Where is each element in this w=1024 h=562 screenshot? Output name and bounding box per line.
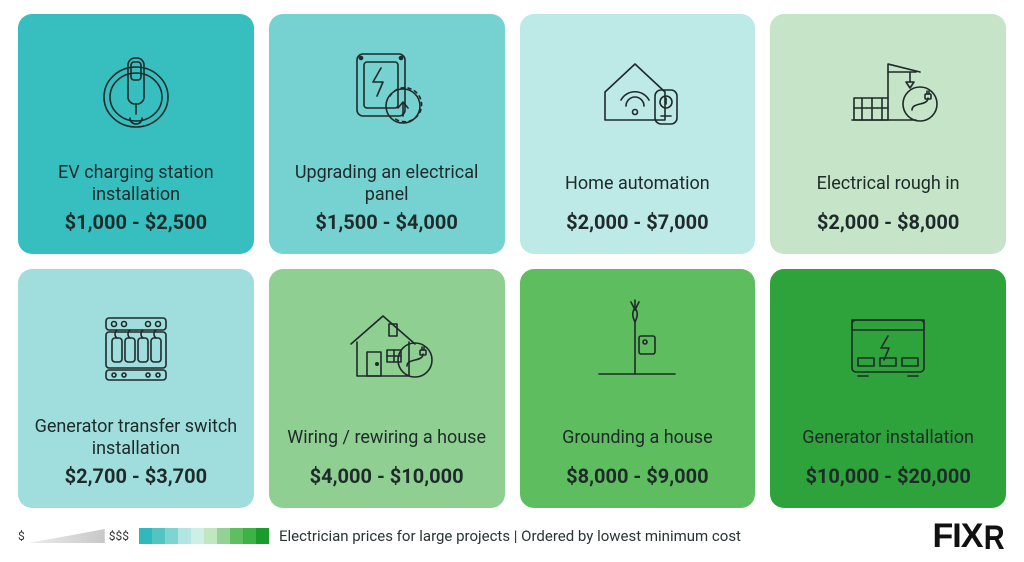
card-label: Home automation — [565, 162, 710, 206]
card-price: $2,700 - $3,700 — [65, 464, 207, 488]
card-price: $2,000 - $8,000 — [817, 210, 959, 234]
card-rough-in: Electrical rough in $2,000 - $8,000 — [770, 14, 1006, 254]
card-transfer-switch: Generator transfer switch installation $… — [18, 269, 254, 509]
price-legend: $ $$$ Electrician prices for large proje… — [18, 527, 741, 545]
card-label: Wiring / rewiring a house — [287, 416, 486, 460]
card-generator: Generator installation $10,000 - $20,000 — [770, 269, 1006, 509]
card-label: EV charging station installation — [30, 162, 242, 206]
transfer-switch-icon — [30, 285, 242, 409]
card-grid: EV charging station installation $1,000 … — [18, 14, 1006, 508]
legend-low: $ — [18, 529, 25, 543]
card-price: $8,000 - $9,000 — [566, 464, 708, 488]
color-swatches — [139, 528, 269, 544]
card-wiring: Wiring / rewiring a house $4,000 - $10,0… — [269, 269, 505, 509]
fixr-logo: FIXR — [933, 517, 1006, 556]
grounding-rod-icon — [532, 285, 744, 409]
card-price: $2,000 - $7,000 — [566, 210, 708, 234]
construction-crane-icon — [782, 30, 994, 154]
footer: $ $$$ Electrician prices for large proje… — [18, 508, 1006, 552]
house-wiring-icon — [281, 285, 493, 409]
card-electrical-panel: Upgrading an electrical panel $1,500 - $… — [269, 14, 505, 254]
legend-high: $$$ — [109, 529, 129, 543]
card-home-automation: Home automation $2,000 - $7,000 — [520, 14, 756, 254]
card-grounding: Grounding a house $8,000 - $9,000 — [520, 269, 756, 509]
caption: Electrician prices for large projects | … — [279, 527, 741, 545]
card-price: $1,000 - $2,500 — [65, 210, 207, 234]
card-price: $1,500 - $4,000 — [315, 210, 457, 234]
card-price: $10,000 - $20,000 — [805, 464, 970, 488]
electrical-panel-icon — [281, 30, 493, 154]
card-label: Electrical rough in — [817, 162, 960, 206]
card-label: Upgrading an electrical panel — [281, 162, 493, 206]
card-label: Generator installation — [802, 416, 974, 460]
ev-charger-icon — [30, 30, 242, 154]
generator-icon — [782, 285, 994, 409]
home-automation-icon — [532, 30, 744, 154]
card-price: $4,000 - $10,000 — [310, 464, 464, 488]
card-label: Generator transfer switch installation — [30, 416, 242, 460]
card-label: Grounding a house — [562, 416, 713, 460]
cost-gradient-icon — [29, 529, 105, 543]
card-ev-charging: EV charging station installation $1,000 … — [18, 14, 254, 254]
